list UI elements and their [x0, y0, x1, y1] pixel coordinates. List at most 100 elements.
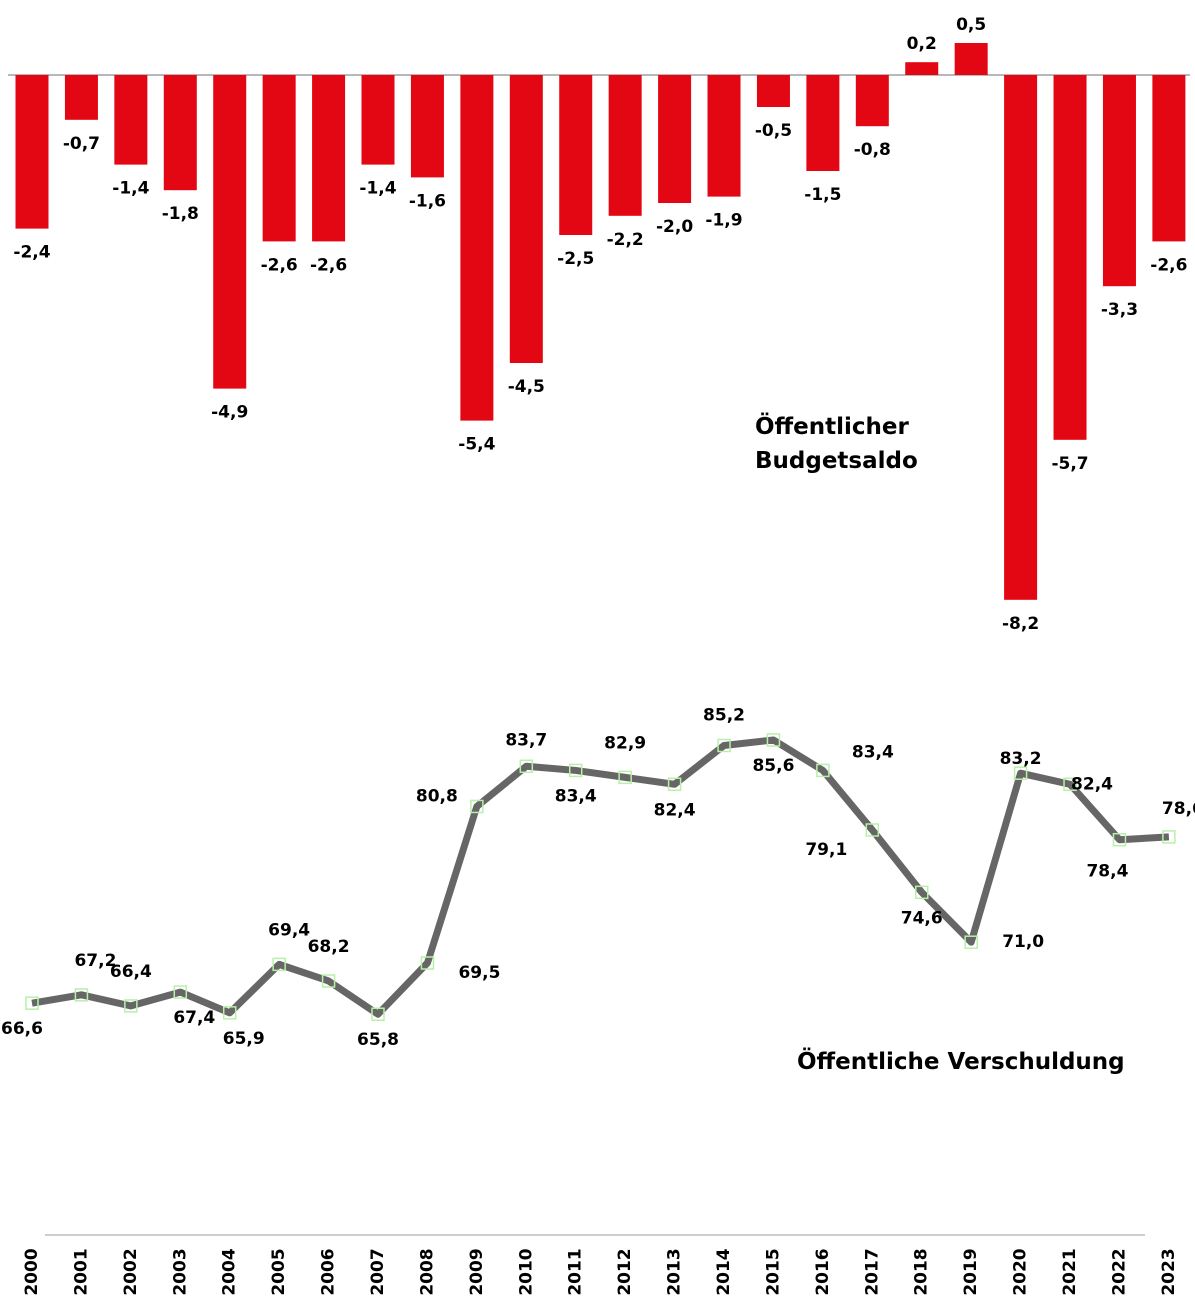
data-label: 0,2 [907, 34, 937, 54]
x-tick-label: 2014 [714, 1248, 734, 1295]
data-label: 82,4 [654, 800, 696, 820]
marker [618, 770, 632, 785]
bar [905, 62, 939, 75]
data-label: -1,5 [804, 185, 841, 205]
marker [1162, 830, 1176, 844]
marker [914, 885, 929, 900]
marker [124, 999, 138, 1013]
marker [25, 996, 39, 1010]
marker [74, 988, 89, 1002]
data-label: 66,6 [1, 1019, 43, 1039]
x-tick-label: 2021 [1060, 1248, 1080, 1295]
marker [519, 759, 534, 774]
marker [371, 1007, 385, 1021]
bar [64, 75, 98, 120]
data-label: 78,6 [1162, 799, 1195, 819]
data-label: 71,0 [1002, 932, 1044, 952]
marker [568, 763, 583, 778]
x-tick-label: 2023 [1159, 1248, 1179, 1295]
bar [213, 75, 247, 389]
x-tick-label: 2002 [121, 1248, 141, 1295]
data-label: 85,2 [703, 705, 745, 725]
data-label: -2,0 [656, 217, 693, 237]
data-label: 78,4 [1086, 862, 1128, 882]
bar [262, 75, 296, 242]
marker [816, 763, 830, 778]
data-label: 83,4 [555, 786, 597, 806]
data-label: -1,4 [112, 179, 149, 199]
marker [321, 974, 336, 988]
x-tick-label: 2012 [615, 1248, 635, 1295]
data-label: -1,6 [409, 191, 446, 211]
data-label: -4,5 [508, 377, 545, 397]
bar [312, 75, 346, 242]
data-label: 65,8 [357, 1030, 399, 1050]
data-label: -2,6 [310, 255, 347, 275]
marker [1063, 777, 1077, 792]
marker [766, 733, 781, 747]
x-tick-label: 2008 [417, 1248, 437, 1295]
line-series-label: Öffentliche Verschuldung [797, 1049, 1125, 1075]
data-label: 67,4 [173, 1008, 215, 1028]
marker [272, 957, 286, 972]
data-label: 79,1 [805, 840, 847, 860]
marker [470, 799, 484, 814]
bar [806, 75, 840, 171]
x-tick-label: 2013 [665, 1248, 685, 1295]
data-label: 83,2 [1000, 749, 1042, 769]
x-tick-label: 2005 [269, 1248, 289, 1295]
data-label: -2,6 [261, 255, 298, 275]
marker [1013, 766, 1028, 780]
bar [756, 75, 790, 107]
x-tick-label: 2019 [961, 1248, 981, 1295]
x-tick-label: 2016 [813, 1248, 833, 1295]
marker [717, 738, 731, 753]
x-tick-label: 2003 [170, 1248, 190, 1295]
bar [1102, 75, 1136, 287]
bar [855, 75, 889, 127]
data-label: -3,3 [1101, 300, 1138, 320]
data-label: -0,5 [755, 121, 792, 141]
data-label: 68,2 [308, 937, 350, 957]
x-tick-label: 2015 [763, 1248, 783, 1295]
data-label: 69,5 [458, 963, 500, 983]
marker [222, 1006, 237, 1020]
data-label: -1,8 [162, 204, 199, 224]
bar [954, 43, 988, 75]
data-label: -2,5 [557, 249, 594, 269]
line [31, 736, 1170, 1018]
data-label: -8,2 [1002, 614, 1039, 634]
data-label: -0,8 [854, 140, 891, 160]
bar [1004, 75, 1038, 600]
data-label: -2,4 [13, 243, 50, 263]
x-tick-label: 2011 [566, 1248, 586, 1295]
bar [460, 75, 494, 421]
x-tick-label: 2018 [912, 1248, 932, 1295]
x-tick-label: 2007 [368, 1248, 388, 1295]
data-label: 69,4 [268, 920, 310, 940]
data-label: -2,6 [1150, 255, 1187, 275]
marker [173, 985, 188, 999]
bar [1152, 75, 1186, 242]
x-tick-label: 2004 [220, 1248, 240, 1295]
bar [410, 75, 444, 178]
data-label: 80,8 [416, 786, 458, 806]
x-tick-label: 2001 [71, 1248, 91, 1295]
data-label: -2,2 [607, 230, 644, 250]
x-tick-label: 2020 [1011, 1248, 1031, 1295]
marker [964, 935, 978, 949]
bar [15, 75, 49, 229]
data-label: 66,4 [110, 962, 152, 982]
marker [667, 777, 682, 792]
data-label: 83,4 [852, 742, 894, 762]
bar-series-label: Öffentlicher Budgetsaldo [755, 414, 918, 474]
data-label: 0,5 [956, 15, 986, 35]
data-label: 82,4 [1071, 774, 1113, 794]
data-label: 67,2 [74, 951, 116, 971]
bar [361, 75, 395, 165]
data-label: -0,7 [63, 134, 100, 154]
data-label: 74,6 [901, 908, 943, 928]
bar [509, 75, 543, 363]
